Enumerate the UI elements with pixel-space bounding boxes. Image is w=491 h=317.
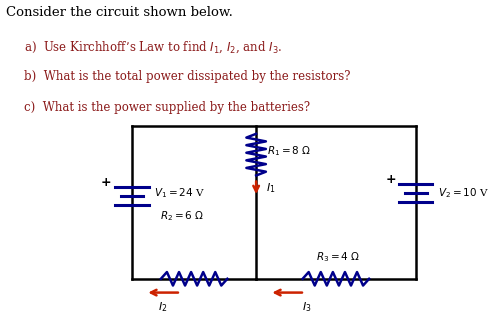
Text: $R_2 = 6\ \Omega$: $R_2 = 6\ \Omega$ <box>160 209 204 223</box>
Text: c)  What is the power supplied by the batteries?: c) What is the power supplied by the bat… <box>24 101 310 114</box>
Text: +: + <box>100 176 111 189</box>
Text: $V_2 = 10$ V: $V_2 = 10$ V <box>438 186 489 200</box>
Text: $I_2$: $I_2$ <box>159 300 168 314</box>
Text: $I_1$: $I_1$ <box>266 181 275 195</box>
Text: $I_3$: $I_3$ <box>302 300 312 314</box>
Text: $R_3 = 4\ \Omega$: $R_3 = 4\ \Omega$ <box>316 250 360 264</box>
Text: $R_1 = 8\ \Omega$: $R_1 = 8\ \Omega$ <box>267 145 311 158</box>
Text: b)  What is the total power dissipated by the resistors?: b) What is the total power dissipated by… <box>24 70 350 83</box>
Text: $V_1 = 24$ V: $V_1 = 24$ V <box>154 186 205 200</box>
Text: Consider the circuit shown below.: Consider the circuit shown below. <box>6 6 233 19</box>
Text: +: + <box>385 173 396 186</box>
Text: a)  Use Kirchhoff’s Law to find $I_1$, $I_2$, and $I_3$.: a) Use Kirchhoff’s Law to find $I_1$, $I… <box>24 40 282 55</box>
